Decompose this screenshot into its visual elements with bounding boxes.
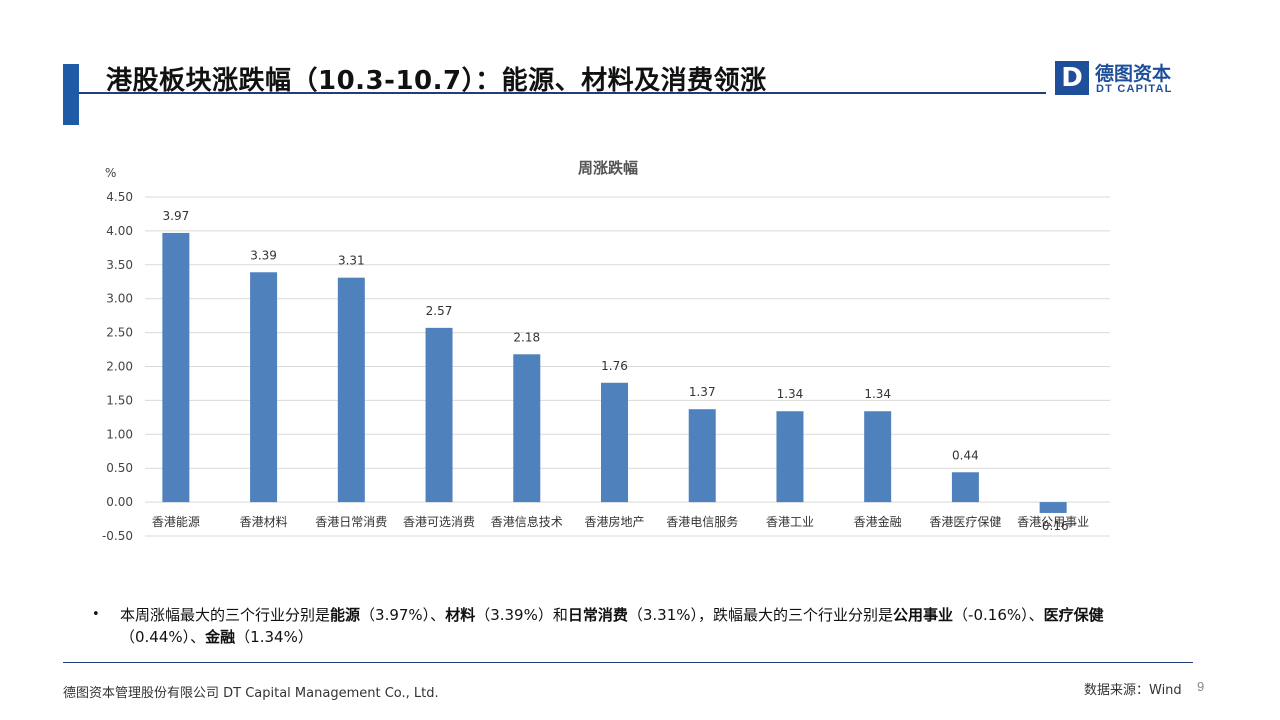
bar-value-label: 1.34	[864, 387, 891, 401]
bar	[162, 232, 190, 503]
summary-part: （0.44%）、	[120, 628, 206, 646]
x-category-label: 香港材料	[240, 515, 288, 529]
bar	[337, 277, 365, 503]
bar-value-label: 2.57	[426, 304, 453, 318]
summary-part: （-0.16%）、	[953, 606, 1044, 624]
bar	[601, 382, 628, 503]
bar-value-label: 0.44	[952, 448, 979, 462]
bar	[250, 272, 278, 503]
x-category-label: 香港可选消费	[403, 515, 475, 529]
summary-highlight-utilities: 公用事业	[893, 606, 954, 624]
bar-value-label: 3.31	[338, 254, 365, 268]
footer-company: 德图资本管理股份有限公司 DT Capital Management Co., …	[63, 686, 439, 701]
y-tick-label: 2.00	[106, 360, 133, 374]
page-title: 港股板块涨跌幅（10.3-10.7）：能源、材料及消费领涨	[106, 66, 767, 96]
page-number: 9	[1197, 679, 1205, 694]
summary-highlight-financials: 金融	[205, 628, 236, 646]
logo-chinese-name: 德图资本	[1095, 63, 1172, 85]
bar-value-labels: 3.97 3.39 3.31 2.57 2.18 1.76 1.37 1.34 1.34 0.44…	[163, 209, 1069, 533]
y-tick-label: 2.50	[106, 326, 133, 340]
x-category-label: 香港信息技术	[491, 514, 563, 529]
summary-highlight-consumer-staples: 日常消费	[567, 606, 628, 624]
bar-value-label: 1.76	[601, 359, 628, 373]
bar-value-label: 3.39	[250, 248, 277, 262]
summary-part: （1.34%）	[235, 628, 313, 646]
logo-mark: D	[1055, 61, 1089, 95]
y-tick-label: 3.00	[106, 292, 133, 306]
x-category-label: 香港工业	[766, 515, 814, 529]
chart-bars	[162, 232, 1067, 513]
bar	[425, 327, 453, 503]
x-category-label: 香港房地产	[584, 514, 644, 529]
x-category-label: 香港医疗保健	[929, 515, 1001, 529]
bar	[688, 409, 716, 503]
bullet-dot: •	[92, 607, 100, 622]
y-tick-label: 4.50	[106, 190, 133, 204]
y-tick-label: 1.00	[106, 427, 133, 441]
summary-highlight-healthcare: 医疗保健	[1043, 606, 1104, 624]
bar-value-label: 1.37	[689, 385, 716, 399]
x-category-label: 香港公用事业	[1017, 515, 1089, 529]
bar-value-label: 3.97	[163, 209, 190, 223]
y-tick-label: 0.00	[106, 495, 133, 509]
x-category-label: 香港金融	[854, 514, 902, 529]
y-tick-label: 4.00	[106, 224, 133, 238]
x-category-label: 香港电信服务	[666, 514, 738, 529]
y-tick-label: 3.50	[106, 258, 133, 272]
summary-part: 本周涨幅最大的三个行业分别是	[120, 606, 331, 624]
bar	[513, 354, 541, 503]
summary-part: （3.97%）、	[360, 606, 446, 624]
weekly-change-bar-chart: 周涨跌幅 % -0.50 0.00 0.50 1.00 1.50 2.00 2.50 3.00…	[102, 159, 1110, 543]
bar	[864, 411, 892, 503]
summary-highlight-materials: 材料	[445, 606, 476, 624]
x-axis-labels: 香港能源 香港材料 香港日常消费 香港可选消费 香港信息技术 香港房地产 香港电信服务 香港工…	[152, 514, 1089, 529]
bar-value-label: 2.18	[513, 330, 540, 344]
bar-value-label: 1.34	[777, 387, 804, 401]
y-tick-label: 0.50	[106, 461, 133, 475]
y-axis-ticks: -0.50 0.00 0.50 1.00 1.50 2.00 2.50 3.00 3.50 4.0…	[102, 190, 133, 543]
chart-title: 周涨跌幅	[578, 159, 638, 177]
summary-highlight-energy: 能源	[330, 606, 361, 624]
y-tick-label: 1.50	[106, 393, 133, 407]
y-axis-unit: %	[105, 166, 116, 180]
footer-data-source: 数据来源：Wind	[1084, 683, 1182, 698]
summary-part: （3.31%），跌幅最大的三个行业分别是	[627, 606, 894, 624]
bar-value-label: -0.16	[1038, 519, 1069, 533]
summary-part: （3.39%）和	[475, 606, 568, 624]
title-accent-bar	[63, 64, 79, 125]
footer-divider	[63, 662, 1193, 663]
bar	[1039, 502, 1067, 513]
company-logo: D 德图资本 DT CAPITAL	[1055, 61, 1190, 97]
y-tick-label: -0.50	[102, 529, 133, 543]
logo-english-name: DT CAPITAL	[1096, 83, 1173, 95]
bar	[776, 411, 804, 503]
x-category-label: 香港日常消费	[315, 515, 387, 529]
title-divider	[79, 92, 1046, 94]
bar	[951, 472, 979, 503]
x-category-label: 香港能源	[152, 515, 200, 529]
summary-text: 本周涨幅最大的三个行业分别是能源（3.97%）、材料（3.39%）和日常消费（3…	[120, 604, 1150, 648]
